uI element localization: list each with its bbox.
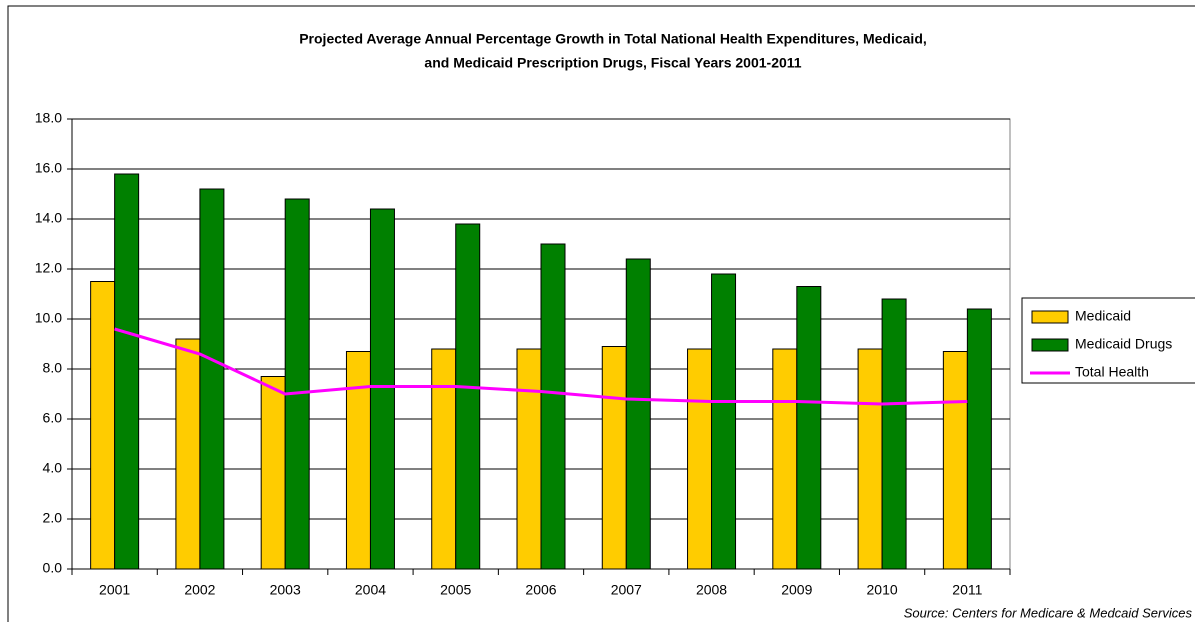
bar (369, 208, 395, 570)
bar (711, 273, 737, 570)
bar (857, 348, 883, 570)
x-tick-label: 2010 (867, 582, 898, 598)
bar (625, 258, 651, 570)
bar (175, 338, 201, 570)
y-tick-label: 16.0 (35, 160, 62, 176)
bar (601, 346, 627, 570)
bar (90, 281, 116, 570)
bar (687, 348, 713, 570)
bar (881, 298, 907, 570)
y-tick-label: 10.0 (35, 310, 62, 326)
bar (455, 223, 481, 570)
x-tick-label: 2011 (952, 582, 982, 598)
x-tick-label: 2008 (696, 582, 727, 598)
y-tick-label: 18.0 (35, 110, 62, 126)
y-tick-label: 12.0 (35, 260, 62, 276)
y-tick-label: 0.0 (43, 560, 63, 576)
legend-label: Medicaid Drugs (1075, 336, 1172, 352)
bar (942, 351, 968, 570)
x-tick-label: 2003 (270, 582, 301, 598)
x-tick-label: 2002 (184, 582, 215, 598)
bar (516, 348, 542, 570)
bar (260, 376, 286, 570)
bar (114, 173, 140, 570)
y-tick-label: 6.0 (43, 410, 63, 426)
bar (345, 351, 371, 570)
x-tick-label: 2007 (611, 582, 642, 598)
x-tick-label: 2001 (99, 582, 130, 598)
x-tick-label: 2006 (525, 582, 556, 598)
legend-label: Medicaid (1075, 308, 1131, 324)
bar (772, 348, 798, 570)
y-tick-label: 14.0 (35, 210, 62, 226)
x-tick-label: 2009 (781, 582, 812, 598)
chart-title: Projected Average Annual Percentage Grow… (299, 31, 927, 47)
line (114, 327, 968, 406)
chart-title: and Medicaid Prescription Drugs, Fiscal … (424, 55, 801, 71)
legend-label: Total Health (1075, 364, 1149, 380)
bar (966, 308, 992, 570)
y-tick-label: 8.0 (43, 360, 63, 376)
bar (540, 243, 566, 570)
y-tick-label: 4.0 (43, 460, 63, 476)
bar (199, 188, 225, 570)
source-note: Source: Centers for Medicare & Medcaid S… (904, 605, 1193, 620)
legend-swatch (1031, 310, 1069, 324)
legend-swatch (1031, 338, 1069, 352)
bar (796, 286, 822, 570)
bar (431, 348, 457, 570)
y-tick-label: 2.0 (43, 510, 63, 526)
bar (284, 198, 310, 570)
x-tick-label: 2005 (440, 582, 471, 598)
x-tick-label: 2004 (355, 582, 386, 598)
